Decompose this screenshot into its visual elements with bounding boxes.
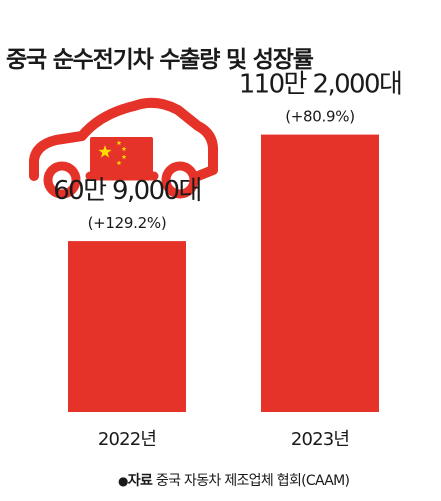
flag-small-star-icon <box>116 160 122 166</box>
source-text: 중국 자동차 제조업체 협회(CAAM) <box>155 473 350 489</box>
front-wheel-icon <box>43 161 81 199</box>
car-with-china-flag-icon <box>29 97 219 199</box>
flag-large-star-icon <box>98 145 112 158</box>
bullet-icon: ● <box>118 474 128 488</box>
growth-label: (+80.9%) <box>285 108 355 126</box>
rear-wheel-icon <box>161 161 199 199</box>
category-label: 2023년 <box>291 429 349 450</box>
bar-2023년 <box>261 134 379 413</box>
value-label: 60만 9,000대 <box>53 176 201 206</box>
flag-small-star-icon <box>121 146 127 152</box>
growth-label: (+129.2%) <box>88 214 167 232</box>
flag-stars-icon <box>98 140 127 166</box>
source-prefix: 자료 <box>127 473 153 489</box>
chart-title: 중국 순수전기차 수출량 및 성장률 <box>6 47 314 73</box>
source-note: ●자료 중국 자동차 제조업체 협회(CAAM) <box>118 470 350 490</box>
car-body-icon <box>29 97 219 181</box>
flag-small-star-icon <box>121 154 127 160</box>
flag-small-star-icon <box>116 140 122 146</box>
bar-2022년 <box>68 241 186 412</box>
value-label: 110만 2,000대 <box>239 70 402 100</box>
china-flag-icon <box>90 137 153 173</box>
category-label: 2022년 <box>98 429 156 450</box>
